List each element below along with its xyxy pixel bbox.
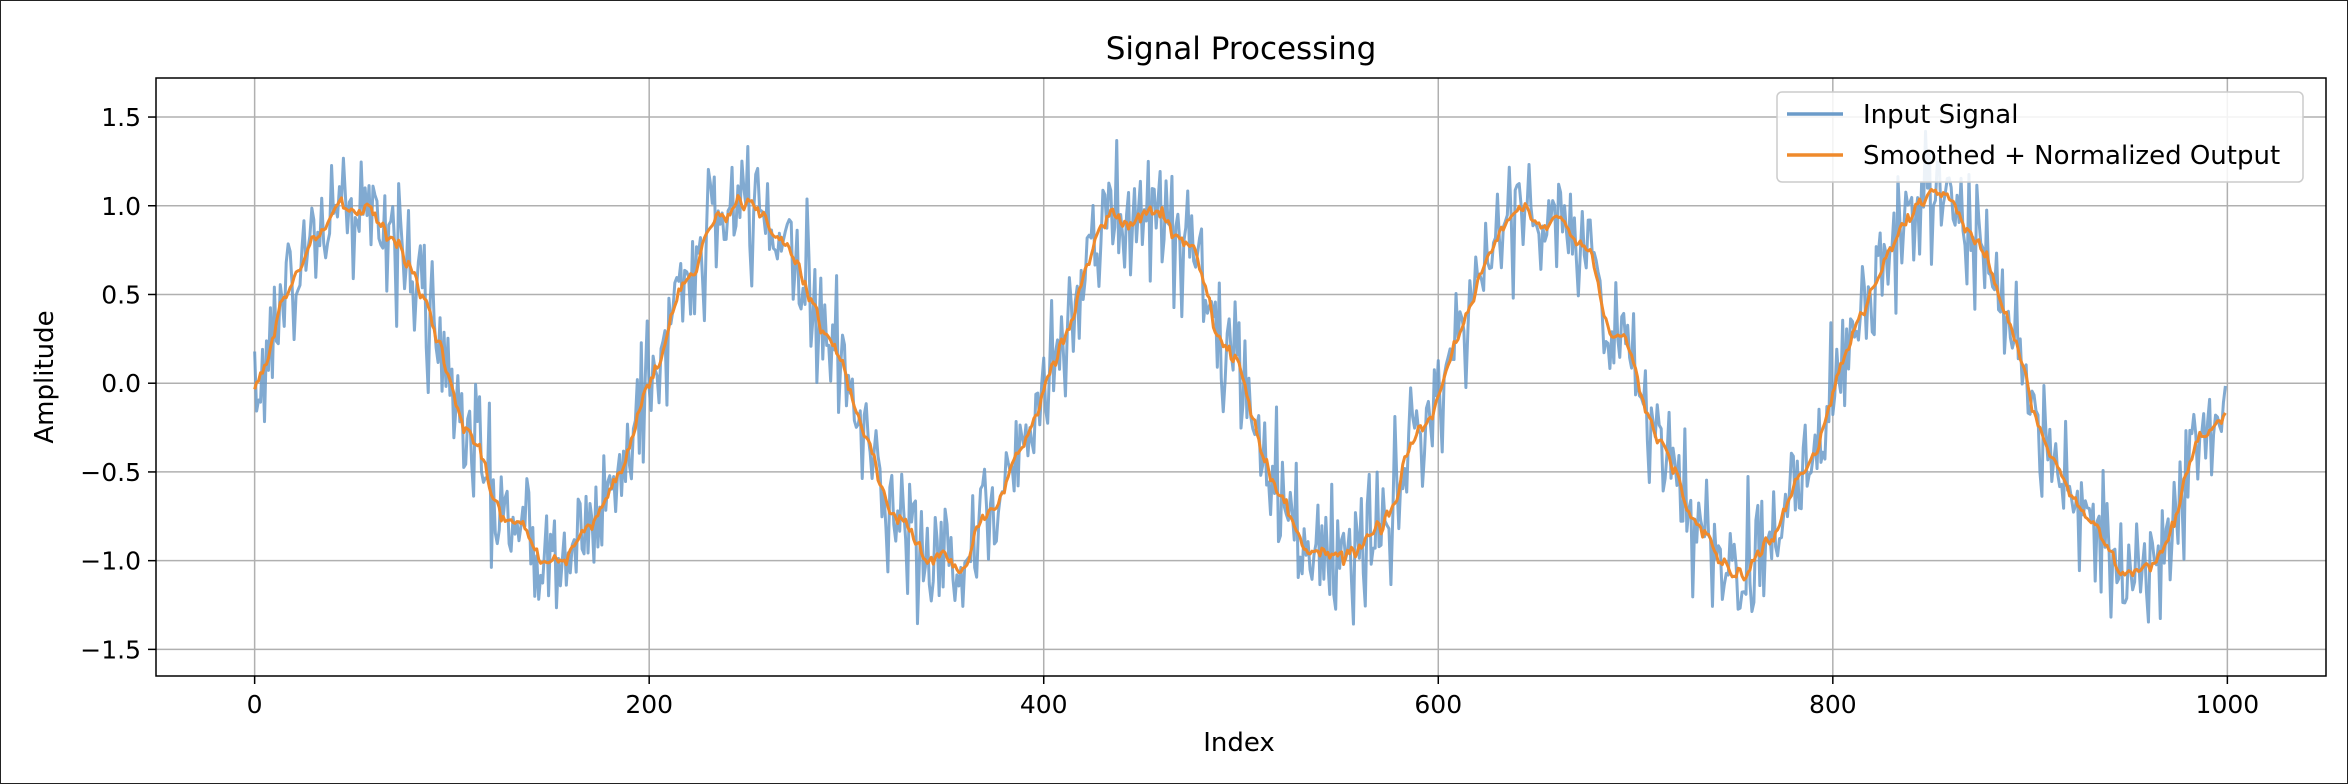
chart-title: Signal Processing — [1106, 31, 1377, 67]
legend-label-smoothed-output: Smoothed + Normalized Output — [1863, 141, 2280, 171]
series-layer — [253, 129, 2227, 626]
x-tick-label: 800 — [1809, 690, 1857, 719]
series-line-input-signal — [253, 129, 2227, 626]
legend: Input Signal Smoothed + Normalized Outpu… — [1776, 91, 2304, 183]
x-tick-label: 200 — [625, 690, 673, 719]
legend-box — [1776, 91, 2304, 183]
x-axis-label: Index — [1203, 728, 1275, 758]
series-line-smoothed-output — [253, 187, 2227, 582]
y-tick-label: −1.5 — [80, 635, 141, 664]
y-tick-label: 1.0 — [101, 192, 141, 221]
legend-label-input-signal: Input Signal — [1863, 100, 2018, 130]
y-tick-label: 1.5 — [101, 103, 141, 132]
y-tick-label: 0.0 — [101, 369, 141, 398]
plot-frame — [155, 77, 2327, 677]
y-axis-label: Amplitude — [30, 310, 60, 443]
x-tick-label: 1000 — [2196, 690, 2260, 719]
x-tick-label: 0 — [247, 690, 263, 719]
ticks: 0 200 400 600 800 1000 −1.5 −1.0 −0.5 0.0 0.5 1.0 1.… — [80, 103, 2259, 719]
x-tick-label: 400 — [1020, 690, 1068, 719]
y-tick-label: 0.5 — [101, 280, 141, 309]
y-tick-label: −1.0 — [80, 547, 141, 576]
y-tick-label: −0.5 — [80, 458, 141, 487]
x-tick-label: 600 — [1414, 690, 1462, 719]
